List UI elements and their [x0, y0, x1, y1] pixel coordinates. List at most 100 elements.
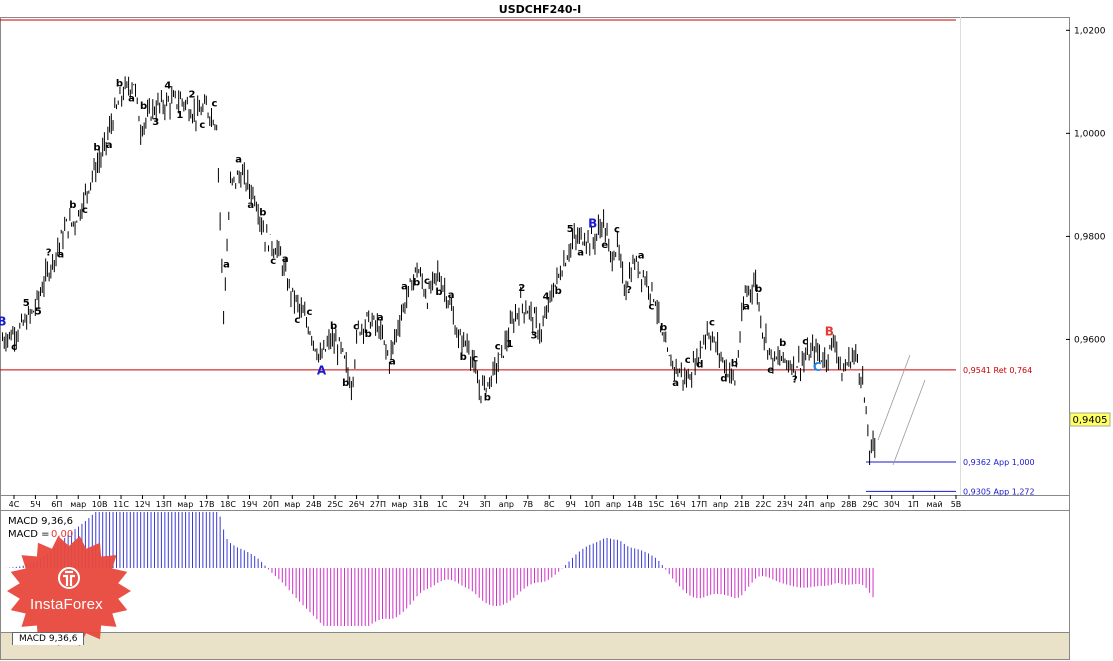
x-tick-label: 10П	[584, 500, 600, 509]
wave-label: a	[247, 200, 254, 211]
x-tick-label: 14В	[627, 500, 643, 509]
x-tick-label: 31В	[413, 500, 429, 509]
wave-label: 5	[23, 298, 30, 309]
x-tick-label: апр	[713, 500, 728, 509]
wave-label: 4	[164, 80, 171, 91]
price-bars	[2, 76, 876, 466]
x-tick-label: мар	[70, 500, 86, 509]
x-tick-label: 24П	[798, 500, 814, 509]
channel-line-upper	[877, 354, 911, 441]
wave-label: c	[82, 205, 88, 216]
wave-label: b	[779, 338, 786, 349]
x-tick-label: 27П	[370, 500, 386, 509]
macd-signal-value: 0,00	[51, 529, 73, 540]
x-tick-label: 2Ч	[458, 500, 469, 509]
wave-label: 2	[518, 283, 525, 294]
wave-label: B	[825, 325, 834, 339]
wave-label: ?	[46, 247, 52, 258]
wave-label: b	[755, 284, 762, 295]
wave-label: b	[69, 200, 76, 211]
wave-label: b	[330, 321, 337, 332]
wave-label: b	[460, 352, 467, 363]
macd-tab[interactable]: MACD 9,36,6	[12, 632, 85, 645]
wave-label: a	[743, 301, 750, 312]
wave-label: c	[211, 98, 217, 109]
wave-label: a	[401, 281, 408, 292]
wave-label: c	[424, 276, 430, 287]
wave-label: 4	[543, 292, 550, 303]
wave-label: b	[484, 392, 491, 403]
wave-label: b	[259, 208, 266, 219]
wave-label: c	[495, 341, 501, 352]
wave-label: c	[648, 301, 654, 312]
y-tick-label: 0,9600	[1074, 335, 1106, 345]
wave-label: e	[601, 240, 608, 251]
x-tick-label: мар	[177, 500, 193, 509]
wave-label: a	[235, 154, 242, 165]
macd-signal-label: MACD =	[8, 529, 50, 540]
level-label: 0,9541 Ret 0,764	[963, 366, 1032, 375]
wave-label: a	[672, 378, 679, 389]
x-tick-label: 6П	[51, 500, 62, 509]
wave-label: a	[223, 259, 230, 270]
x-tick-label: 11C	[113, 500, 129, 509]
wave-label: ?	[626, 285, 632, 296]
chart-title: USDCHF240-I	[499, 3, 581, 16]
wave-label: a	[377, 312, 384, 323]
wave-label: c	[709, 317, 715, 328]
x-tick-label: 26Ч	[349, 500, 365, 509]
wave-label: b	[413, 277, 420, 288]
wave-label: a	[638, 250, 645, 261]
wave-label: b	[435, 287, 442, 298]
y-tick-label: 1,0200	[1074, 26, 1106, 36]
wave-label: 2	[189, 89, 196, 100]
x-tick-label: 8C	[544, 500, 555, 509]
wave-label: 1	[506, 339, 513, 350]
wave-label: 3	[531, 331, 538, 342]
x-tick-label: 1П	[908, 500, 919, 509]
x-tick-label: май	[927, 500, 943, 509]
wave-label: a	[448, 290, 455, 301]
wave-label: c	[270, 256, 276, 267]
wave-label: a	[57, 249, 64, 260]
x-tick-label: 22C	[755, 500, 771, 509]
wave-label: C	[813, 360, 822, 374]
x-tick-label: 18C	[220, 500, 236, 509]
x-tick-label: 28В	[841, 500, 857, 509]
x-tick-label: 23Ч	[777, 500, 793, 509]
wave-label: c	[472, 354, 478, 365]
x-tick-label: апр	[499, 500, 514, 509]
wave-label: e	[767, 365, 774, 376]
wave-label: a	[389, 356, 396, 367]
wave-label: b	[93, 142, 100, 153]
wave-label: B	[588, 217, 597, 231]
wave-label: 5	[567, 224, 574, 235]
wave-label: 1	[176, 110, 183, 121]
x-tick-label: апр	[606, 500, 621, 509]
x-tick-label: 30Ч	[884, 500, 900, 509]
x-tick-label: 5Ч	[30, 500, 41, 509]
x-tick-label: 9Ч	[565, 500, 576, 509]
wave-label: B	[0, 314, 7, 328]
instaforex-emblem-icon	[58, 567, 80, 589]
wave-label: c	[11, 342, 17, 353]
wave-label: a	[282, 254, 289, 265]
x-tick-label: мар	[391, 500, 407, 509]
x-tick-label: 10В	[92, 500, 108, 509]
wave-label: a	[128, 94, 135, 105]
wave-label: d	[720, 373, 727, 384]
wave-label: c	[199, 120, 205, 131]
wave-label: 5	[35, 307, 42, 318]
x-tick-label: 25C	[327, 500, 343, 509]
logo-text: InstaForex	[30, 596, 103, 613]
wave-label: A	[317, 364, 327, 378]
x-tick-label: 4C	[9, 500, 20, 509]
wave-label: b	[342, 378, 349, 389]
instaforex-logo-badge	[7, 536, 131, 646]
x-tick-label: 24В	[306, 500, 322, 509]
last-price-box	[1069, 412, 1111, 427]
x-tick-label: 1C	[437, 500, 448, 509]
y-tick-label: 1,0000	[1074, 129, 1106, 139]
x-tick-label: 13П	[156, 500, 172, 509]
x-tick-label: 20П	[263, 500, 279, 509]
